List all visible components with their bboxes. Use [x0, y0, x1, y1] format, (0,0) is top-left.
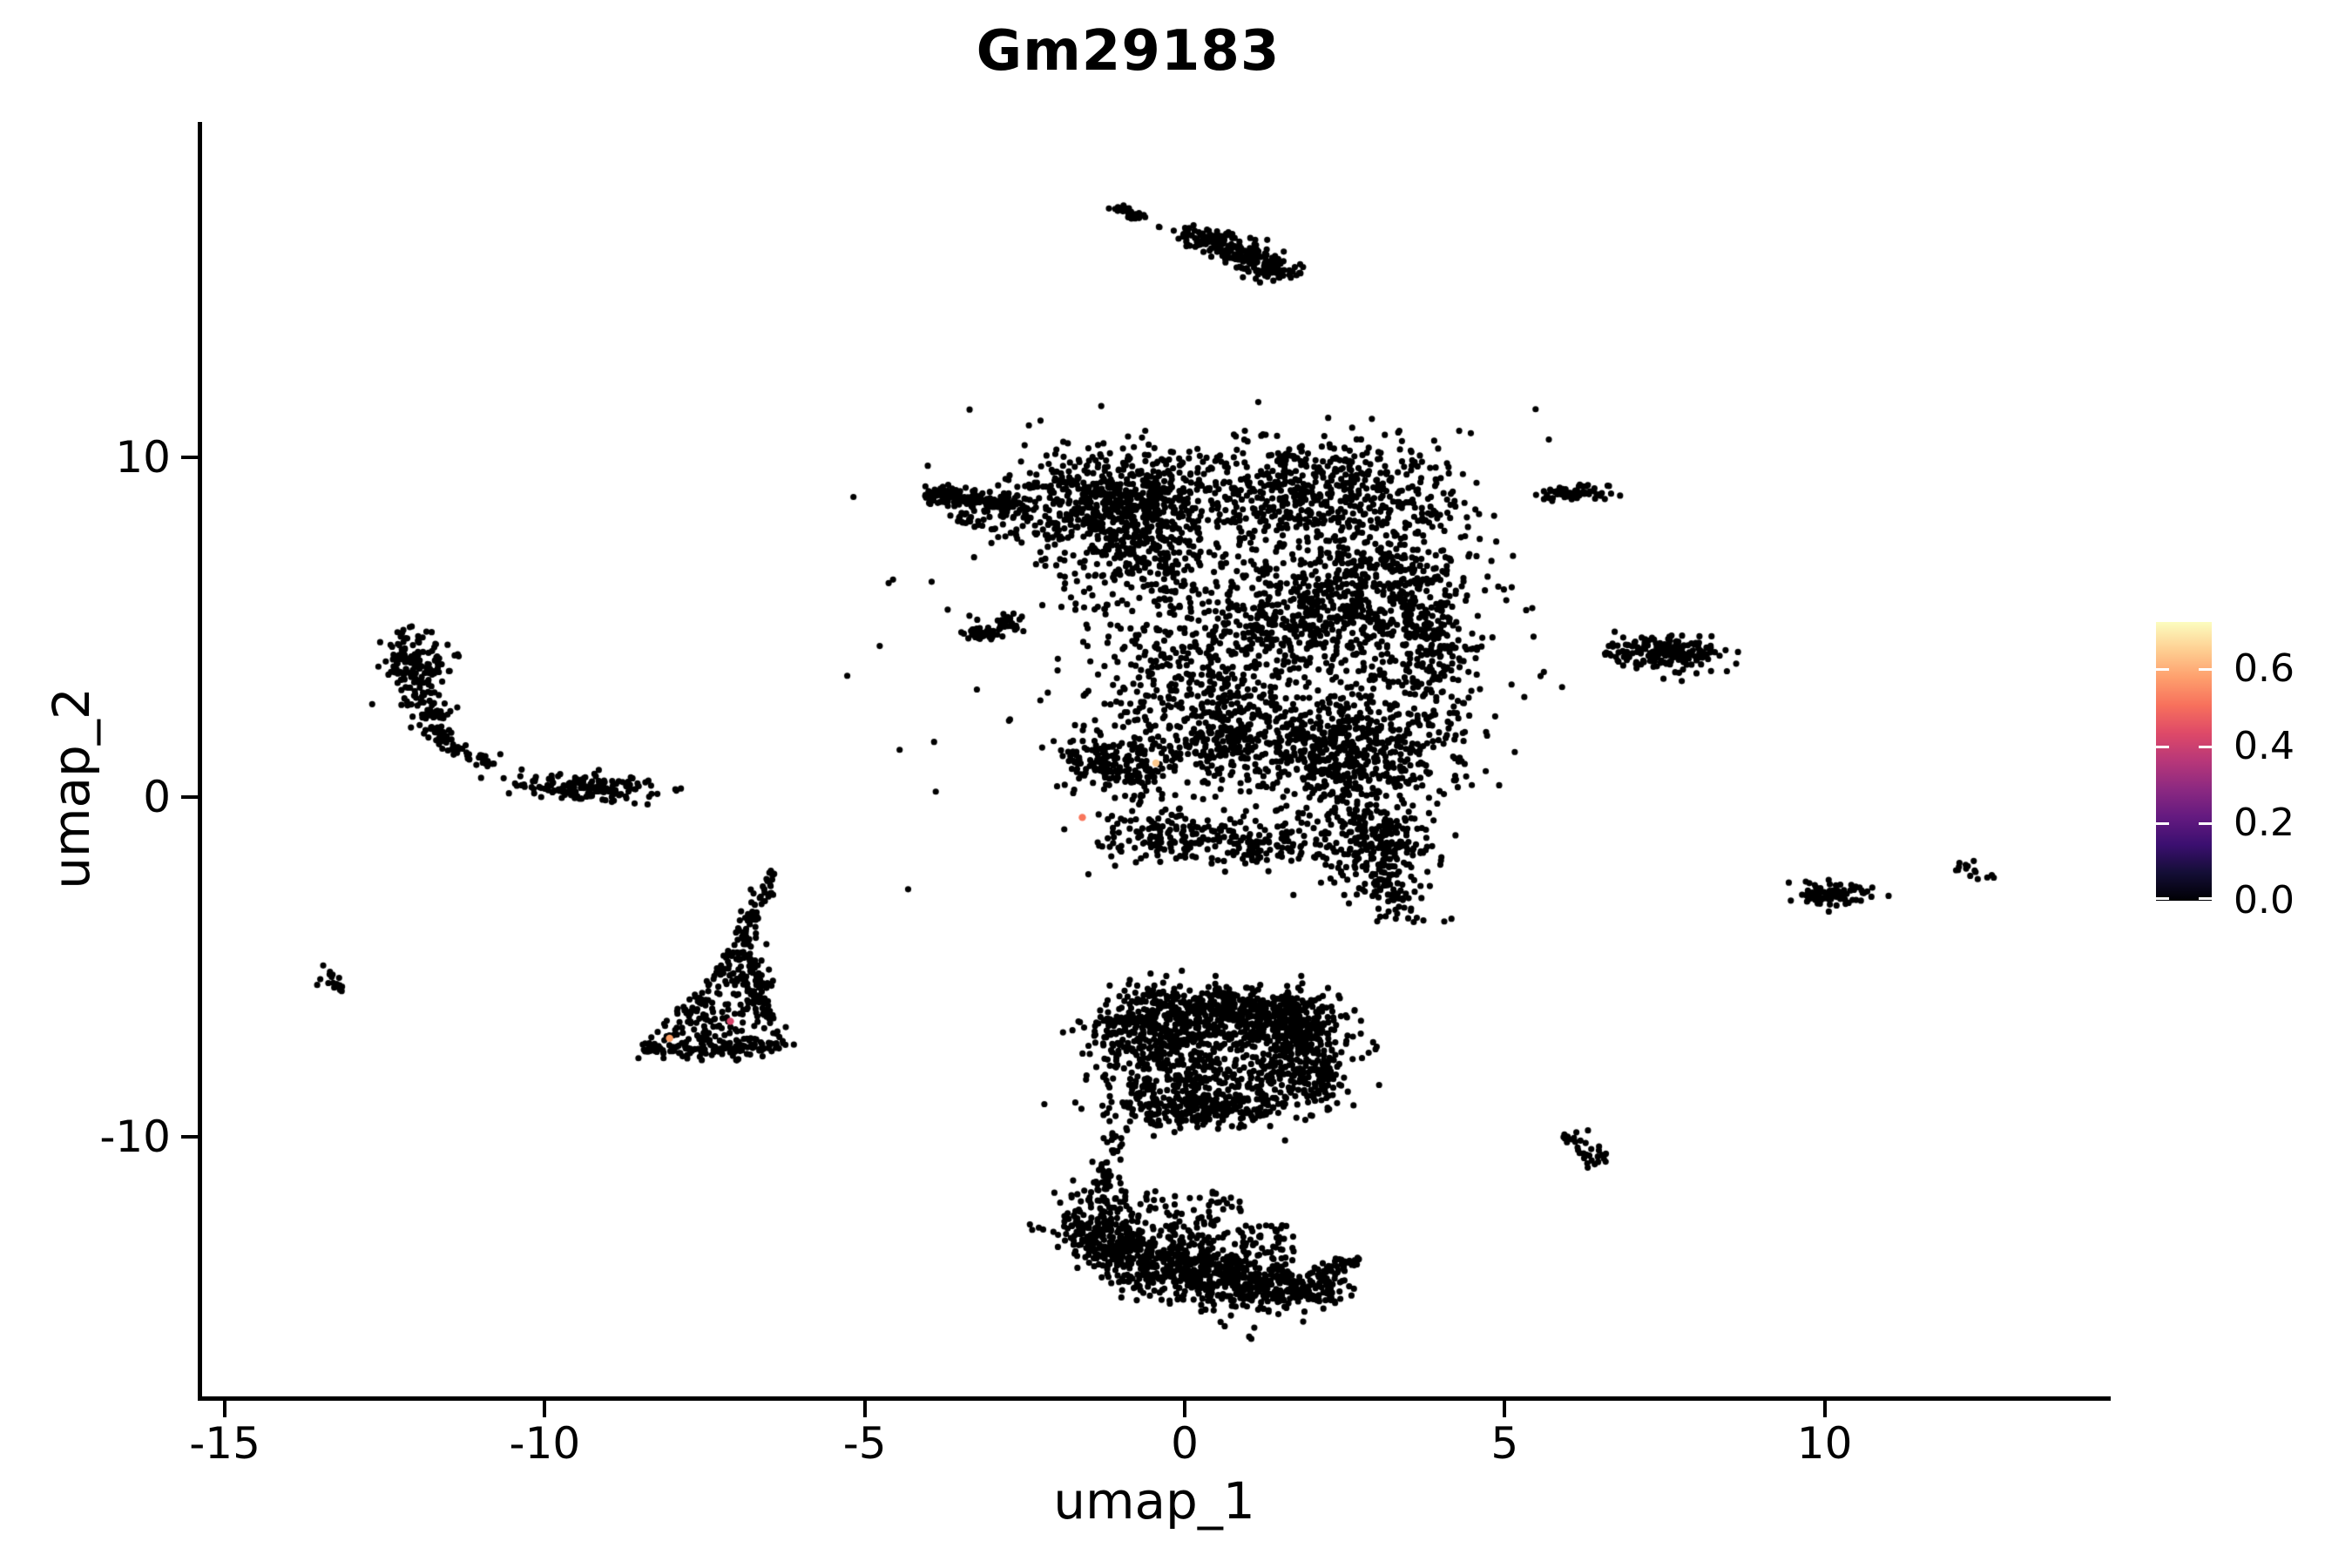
y-tick-label: -10 — [99, 1112, 171, 1162]
expression-colorbar — [2156, 622, 2212, 901]
x-axis-line — [198, 1396, 2111, 1401]
x-tick-mark — [862, 1401, 867, 1417]
y-axis-line — [198, 122, 202, 1401]
x-tick-label: -15 — [189, 1418, 260, 1469]
colorbar-tick-label: 0.4 — [2234, 723, 2295, 768]
y-axis-title: umap_2 — [42, 687, 101, 889]
x-tick-label: 10 — [1796, 1418, 1853, 1469]
x-tick-mark — [223, 1401, 227, 1417]
x-tick-label: 5 — [1490, 1418, 1519, 1469]
y-tick-mark — [181, 456, 198, 459]
y-tick-label: 10 — [115, 432, 171, 483]
colorbar-tick-label: 0.2 — [2234, 801, 2295, 846]
x-tick-label: -10 — [509, 1418, 581, 1469]
y-tick-label: 0 — [143, 772, 171, 822]
x-tick-label: 0 — [1171, 1418, 1199, 1469]
x-tick-mark — [1503, 1401, 1507, 1417]
colorbar-tick-mark — [2156, 745, 2169, 748]
x-axis-title: umap_1 — [1053, 1471, 1255, 1531]
colorbar-tick-mark — [2156, 822, 2169, 826]
colorbar-tick-mark — [2199, 745, 2212, 748]
plot-title: Gm29183 — [976, 19, 1281, 84]
y-tick-mark — [181, 1135, 198, 1139]
colorbar-tick-mark — [2156, 897, 2169, 900]
colorbar-tick-mark — [2156, 668, 2169, 672]
colorbar-tick-mark — [2199, 822, 2212, 826]
colorbar-tick-mark — [2199, 897, 2212, 900]
x-tick-mark — [543, 1401, 547, 1417]
x-tick-label: -5 — [842, 1418, 887, 1469]
x-tick-mark — [1822, 1401, 1827, 1417]
colorbar-tick-label: 0.0 — [2234, 878, 2295, 923]
colorbar-tick-mark — [2199, 668, 2212, 672]
y-tick-mark — [181, 795, 198, 799]
x-tick-mark — [1183, 1401, 1186, 1417]
colorbar-tick-label: 0.6 — [2234, 646, 2295, 692]
